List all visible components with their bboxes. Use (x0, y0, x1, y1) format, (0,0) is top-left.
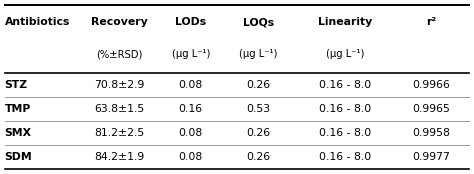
Text: (µg L⁻¹): (µg L⁻¹) (326, 49, 364, 59)
Text: 0.26: 0.26 (246, 80, 270, 90)
Text: Recovery: Recovery (91, 17, 148, 27)
Text: 0.9958: 0.9958 (412, 128, 450, 138)
Text: Linearity: Linearity (318, 17, 372, 27)
Text: (µg L⁻¹): (µg L⁻¹) (172, 49, 210, 59)
Text: 0.9977: 0.9977 (412, 152, 450, 162)
Text: 0.08: 0.08 (179, 128, 203, 138)
Text: LOQs: LOQs (243, 17, 274, 27)
Text: 0.16 - 8.0: 0.16 - 8.0 (319, 80, 371, 90)
Text: 0.26: 0.26 (246, 152, 270, 162)
Text: 63.8±1.5: 63.8±1.5 (94, 104, 145, 114)
Text: 0.9966: 0.9966 (412, 80, 450, 90)
Text: 70.8±2.9: 70.8±2.9 (94, 80, 145, 90)
Text: Antibiotics: Antibiotics (5, 17, 70, 27)
Text: 84.2±1.9: 84.2±1.9 (94, 152, 145, 162)
Text: 0.16 - 8.0: 0.16 - 8.0 (319, 128, 371, 138)
Text: r²: r² (426, 17, 437, 27)
Text: 0.16 - 8.0: 0.16 - 8.0 (319, 104, 371, 114)
Text: TMP: TMP (5, 104, 31, 114)
Text: 0.26: 0.26 (246, 128, 270, 138)
Text: STZ: STZ (5, 80, 28, 90)
Text: (%±RSD): (%±RSD) (97, 49, 143, 59)
Text: 81.2±2.5: 81.2±2.5 (94, 128, 145, 138)
Text: 0.53: 0.53 (246, 104, 270, 114)
Text: 0.16: 0.16 (179, 104, 203, 114)
Text: 0.08: 0.08 (179, 152, 203, 162)
Text: 0.08: 0.08 (179, 80, 203, 90)
Text: (µg L⁻¹): (µg L⁻¹) (239, 49, 277, 59)
Text: SMX: SMX (5, 128, 32, 138)
Text: LODs: LODs (175, 17, 206, 27)
Text: SDM: SDM (5, 152, 33, 162)
Text: 0.16 - 8.0: 0.16 - 8.0 (319, 152, 371, 162)
Text: 0.9965: 0.9965 (412, 104, 450, 114)
